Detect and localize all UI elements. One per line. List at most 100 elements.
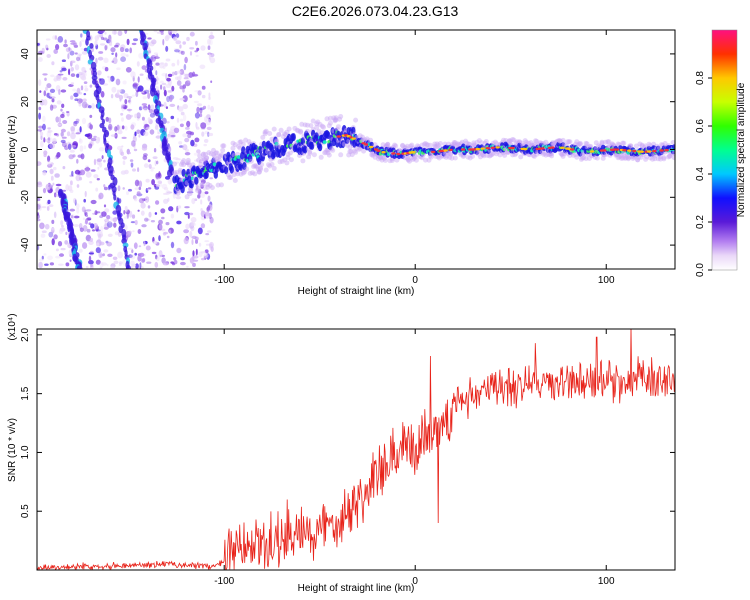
spectrogram-speckle — [127, 254, 133, 258]
spectrogram-speckle — [81, 117, 87, 125]
spectrogram-ridge-halo — [186, 162, 192, 168]
spectrogram-ridge-halo — [307, 150, 313, 156]
spectrogram-speckle — [210, 105, 215, 113]
spectrogram-speckle — [83, 209, 88, 213]
spectrogram-speckle — [69, 50, 75, 56]
spectrogram-ridge-halo — [254, 164, 260, 170]
spectrogram-speckle — [210, 31, 213, 36]
spectrogram-speckle — [78, 103, 82, 107]
spectrogram-ridge-band — [229, 165, 234, 174]
spectrogram-speckle — [101, 262, 107, 266]
spectrogram-speckle — [70, 214, 75, 220]
spectrogram-speckle — [97, 166, 100, 170]
spectrogram-speckle — [203, 253, 209, 259]
spectrogram-speckle — [88, 105, 92, 109]
spectrogram-speckle — [198, 242, 202, 247]
spectrogram-ridge-band — [369, 141, 374, 147]
spectrogram-ridge-band — [400, 154, 405, 160]
spectrogram-ridge-halo — [333, 115, 339, 121]
spectrogram-speckle — [56, 41, 59, 44]
spectrogram-speckle — [201, 94, 206, 99]
spectrogram-speckle — [49, 92, 52, 97]
spectrogram-speckle — [60, 113, 65, 119]
spectrogram-speckle — [204, 211, 210, 217]
spectrogram-speckle — [189, 94, 193, 99]
spectrogram-speckle — [90, 199, 97, 205]
spectrogram-speckle — [153, 56, 160, 59]
spectrogram-ridge-band — [672, 144, 675, 150]
spectrogram-speckle — [203, 138, 209, 143]
spectrogram-speckle — [82, 217, 86, 221]
spectrogram-speckle — [140, 202, 146, 209]
spectrogram-speckle — [167, 90, 173, 93]
spectrogram-speckle — [118, 261, 123, 265]
spectrogram-speckle — [147, 187, 152, 190]
spectrogram-speckle — [182, 133, 188, 138]
spectrogram-speckle — [184, 80, 191, 87]
spectrogram-ridge-halo — [338, 114, 344, 119]
spectrogram-speckle — [163, 101, 167, 108]
spectrogram-speckle — [52, 182, 55, 186]
spectrogram-speckle — [191, 239, 194, 245]
spectrogram-ridge-band — [300, 137, 306, 146]
spectrogram-speckle — [99, 162, 103, 168]
spectrogram-speckle — [90, 169, 96, 172]
spectrogram-speckle — [83, 81, 88, 84]
spectrogram-ridge-halo — [214, 150, 220, 156]
spectrogram-speckle — [119, 98, 122, 102]
spectrogram-ridge-halo — [205, 181, 211, 187]
spectrogram-speckle — [202, 184, 208, 191]
spectrogram-speckle — [136, 191, 141, 196]
spectrogram-speckle — [121, 103, 125, 108]
spectrogram-ridge-halo — [378, 154, 384, 160]
spectrogram-ridge-halo — [219, 152, 224, 158]
spectrogram-speckle — [38, 261, 43, 269]
spectrogram-speckle — [79, 169, 86, 176]
spectrogram-speckle — [201, 131, 205, 137]
spectrogram-ridge-halo — [285, 155, 291, 160]
spectrogram-ridge-halo — [353, 149, 359, 155]
spectrogram-ridge-halo — [671, 155, 675, 161]
spectrogram-speckle — [45, 44, 49, 50]
spectrogram-speckle — [117, 185, 121, 192]
spectrogram-speckle — [42, 115, 46, 123]
spectrogram-speckle — [186, 265, 189, 268]
spectrogram-speckle — [37, 43, 40, 46]
spectrogram-speckle — [160, 31, 164, 35]
spectrogram-speckle — [194, 159, 198, 162]
spectrogram-speckle — [138, 52, 145, 59]
spectrogram-speckle — [98, 251, 103, 259]
spectrogram-ridge-peak — [381, 151, 386, 154]
spectrogram-ridge-halo — [175, 191, 181, 196]
spectrogram-ridge-halo — [299, 121, 305, 127]
spectrogram-ridge-halo — [317, 122, 323, 127]
spectrogram-speckle — [148, 163, 152, 169]
spectrogram-speckle — [122, 155, 128, 160]
spectrogram-ridge-halo — [282, 157, 288, 163]
spectrogram-ridge-halo — [266, 162, 271, 168]
spectrogram-ridge-halo — [205, 184, 211, 190]
spectrogram-speckle — [157, 180, 163, 184]
spectrogram-speckle — [47, 127, 51, 130]
spectrogram-speckle — [69, 208, 75, 212]
spectrogram-speckle — [129, 47, 132, 54]
spectrogram-speckle — [89, 84, 93, 88]
spectrogram-ridge-halo — [181, 158, 187, 164]
spectrogram-ridge-band — [325, 131, 331, 140]
spectrogram-speckle — [184, 211, 190, 216]
spectrogram-speckle — [67, 53, 70, 60]
spectrogram-speckle — [196, 47, 200, 52]
spectrogram-speckle — [88, 252, 94, 255]
spectrogram-ridge-halo — [269, 161, 275, 167]
spectrogram-ridge-halo — [364, 136, 370, 142]
spectrogram-speckle — [169, 95, 173, 102]
spectrogram-speckle — [141, 103, 148, 106]
spectrogram-speckle — [65, 262, 70, 267]
spectrogram-ridge-core — [212, 162, 217, 166]
spectrogram-speckle — [104, 67, 109, 72]
spectrogram-speckle — [83, 145, 87, 150]
spectrogram-speckle — [48, 204, 54, 208]
spectrogram-speckle — [111, 30, 118, 35]
spectrogram-speckle — [182, 84, 187, 89]
spectrogram-y-label: Frequency (Hz) — [7, 116, 18, 185]
